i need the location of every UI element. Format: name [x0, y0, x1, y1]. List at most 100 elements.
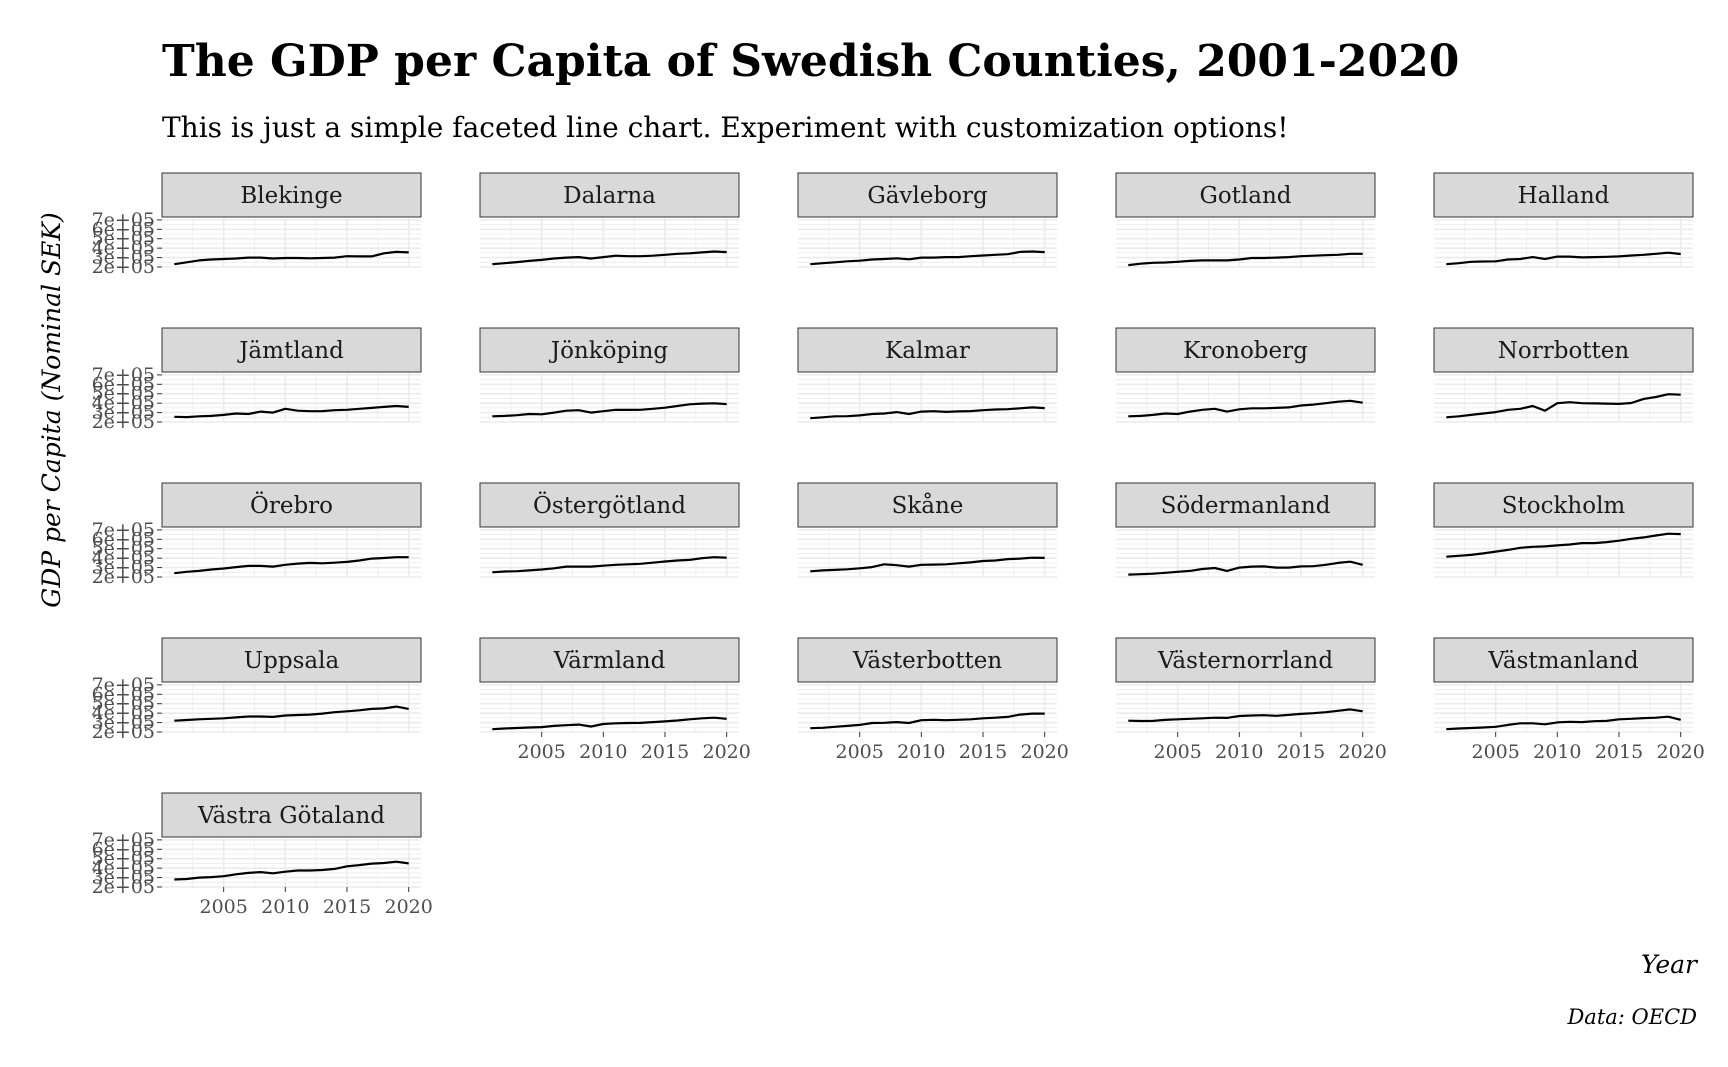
series-line-halland	[1446, 251, 1681, 266]
facet-panel-vastmanland: Västmanland 2005 2010 2015 2020	[1433, 637, 1705, 763]
facet-panel-kronoberg: Kronoberg	[1115, 327, 1376, 423]
facet-strip	[1115, 172, 1376, 218]
facet-strip	[161, 637, 422, 683]
facet-strip-label: Gävleborg	[867, 183, 988, 209]
facet-strip	[479, 327, 740, 373]
facet-panel-vasternorrland: Västernorrland 2005 2010 2015 2020	[1115, 637, 1387, 763]
x-axis-title: Year	[1641, 950, 1699, 979]
facet-strip-label: Västerbotten	[852, 648, 1003, 674]
facet-strip-label: Västernorrland	[1157, 648, 1333, 674]
y-tick-label: 4e+05	[92, 392, 155, 414]
y-tick-label: 2e+05	[92, 876, 155, 898]
x-tick-label: 2010	[897, 741, 945, 763]
chart-title: The GDP per Capita of Swedish Counties, …	[162, 36, 1459, 87]
facet-strip	[1433, 482, 1694, 528]
y-tick-label: 4e+05	[92, 237, 155, 259]
series-line-orebro	[174, 556, 409, 575]
facet-strip-label: Gotland	[1199, 183, 1291, 209]
series-line-jonkoping	[492, 402, 727, 418]
facet-panel-kalmar: Kalmar	[797, 327, 1058, 423]
facet-strip	[1433, 172, 1694, 218]
facet-strip	[1433, 327, 1694, 373]
series-line-kalmar	[810, 406, 1045, 420]
y-tick-label: 6e+05	[92, 838, 155, 860]
facet-panel-sodermanland: Södermanland	[1115, 482, 1376, 578]
y-tick-label: 3e+05	[92, 402, 155, 424]
facet-strip	[161, 792, 422, 838]
y-tick-label: 5e+05	[92, 693, 155, 715]
facet-panel-jonkoping: Jönköping	[479, 327, 740, 423]
series-line-vastmanland	[1446, 715, 1681, 731]
series-line-vastra-gotaland	[174, 860, 409, 881]
facet-panel-halland: Halland	[1433, 172, 1694, 268]
facet-strip-label: Östergötland	[533, 492, 686, 519]
facet-strip	[479, 637, 740, 683]
facet-strip-label: Blekinge	[240, 183, 342, 209]
facet-panels: Blekinge2e+053e+054e+055e+056e+057e+05Da…	[92, 172, 1705, 918]
facet-panel-norrbotten: Norrbotten	[1433, 327, 1694, 423]
x-tick-label: 2005	[1471, 741, 1519, 763]
x-tick-label: 2010	[1533, 741, 1581, 763]
facet-strip	[797, 327, 1058, 373]
y-tick-label: 5e+05	[92, 228, 155, 250]
facet-panel-gavleborg: Gävleborg	[797, 172, 1058, 268]
facet-strip	[1115, 637, 1376, 683]
facet-strip-label: Stockholm	[1502, 493, 1626, 519]
facet-strip	[797, 172, 1058, 218]
chart-subtitle: This is just a simple faceted line chart…	[162, 111, 1289, 144]
x-tick-label: 2015	[959, 741, 1007, 763]
facet-strip-label: Västra Götaland	[197, 803, 385, 829]
series-line-sodermanland	[1128, 560, 1363, 576]
y-tick-label: 2e+05	[92, 721, 155, 743]
y-tick-label: 7e+05	[92, 829, 155, 851]
series-line-skane	[810, 556, 1045, 573]
facet-strip	[161, 327, 422, 373]
facet-strip	[479, 482, 740, 528]
x-tick-label: 2020	[384, 896, 432, 918]
x-tick-label: 2020	[1656, 741, 1704, 763]
facet-strip-label: Västmanland	[1487, 648, 1638, 674]
facet-strip-label: Halland	[1518, 183, 1610, 209]
x-tick-label: 2005	[199, 896, 247, 918]
facet-strip	[797, 637, 1058, 683]
facet-strip	[1115, 327, 1376, 373]
y-tick-label: 5e+05	[92, 538, 155, 560]
facet-strip	[1115, 482, 1376, 528]
y-tick-label: 7e+05	[92, 519, 155, 541]
facet-strip-label: Södermanland	[1161, 493, 1331, 519]
series-line-jamtland	[174, 404, 409, 419]
y-tick-label: 3e+05	[92, 712, 155, 734]
chart-caption: Data: OECD	[1566, 1005, 1697, 1029]
series-line-varmland	[492, 716, 727, 731]
facet-strip-label: Värmland	[553, 648, 666, 674]
facet-panel-ostergotland: Östergötland	[479, 482, 740, 578]
facet-strip-label: Örebro	[250, 492, 333, 519]
x-tick-label: 2015	[1595, 741, 1643, 763]
y-tick-label: 7e+05	[92, 209, 155, 231]
facet-strip	[797, 482, 1058, 528]
x-tick-label: 2005	[835, 741, 883, 763]
y-tick-label: 3e+05	[92, 557, 155, 579]
y-tick-label: 6e+05	[92, 218, 155, 240]
facet-panel-varmland: Värmland 2005 2010 2015 2020	[479, 637, 751, 763]
facet-strip-label: Kalmar	[885, 338, 970, 364]
facet-panel-gotland: Gotland	[1115, 172, 1376, 268]
y-tick-label: 4e+05	[92, 857, 155, 879]
facet-strip-label: Uppsala	[244, 648, 340, 674]
x-tick-label: 2020	[1020, 741, 1068, 763]
facet-strip	[1433, 637, 1694, 683]
facet-strip-label: Skåne	[892, 492, 964, 519]
facet-strip	[161, 172, 422, 218]
facet-strip	[161, 482, 422, 528]
facet-strip-label: Jönköping	[549, 338, 669, 364]
y-tick-label: 5e+05	[92, 383, 155, 405]
y-tick-label: 3e+05	[92, 867, 155, 889]
y-tick-label: 6e+05	[92, 528, 155, 550]
x-tick-label: 2010	[261, 896, 309, 918]
series-line-kronoberg	[1128, 399, 1363, 418]
facet-strip-label: Kronoberg	[1183, 338, 1308, 364]
x-tick-label: 2005	[517, 741, 565, 763]
